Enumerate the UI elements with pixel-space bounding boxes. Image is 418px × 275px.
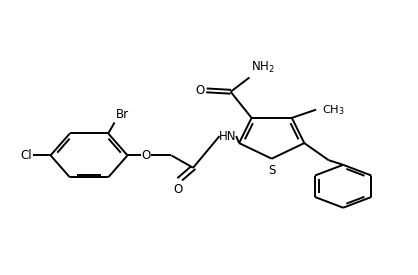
Text: NH$_2$: NH$_2$ — [251, 60, 275, 75]
Text: Cl: Cl — [20, 149, 32, 162]
Text: Br: Br — [116, 108, 129, 121]
Text: O: O — [142, 149, 151, 162]
Text: S: S — [268, 164, 275, 177]
Text: O: O — [173, 183, 182, 196]
Text: CH$_3$: CH$_3$ — [321, 103, 344, 117]
Text: O: O — [195, 84, 204, 97]
Text: HN: HN — [219, 130, 237, 143]
